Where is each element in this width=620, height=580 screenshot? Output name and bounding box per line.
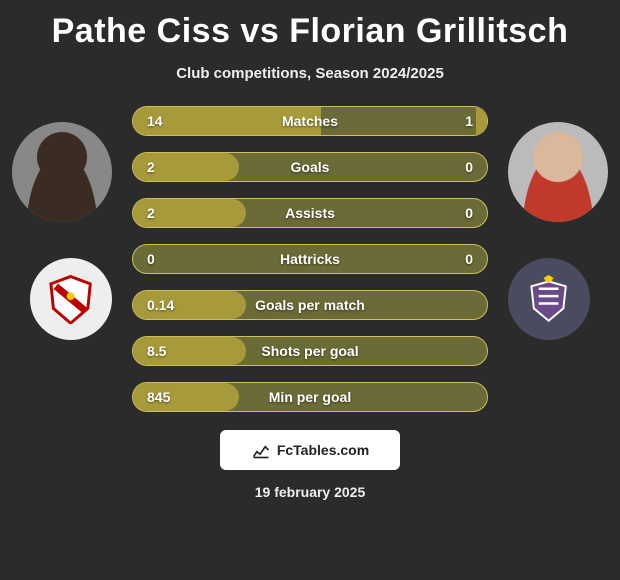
stat-label: Goals	[203, 159, 417, 175]
stat-value-left: 2	[133, 159, 203, 175]
stat-value-left: 845	[133, 389, 203, 405]
page-subtitle: Club competitions, Season 2024/2025	[0, 65, 620, 82]
stat-row: 2Goals0	[132, 152, 488, 182]
stat-value-left: 0	[133, 251, 203, 267]
stat-value-right: 1	[417, 113, 487, 129]
stat-row: 14Matches1	[132, 106, 488, 136]
stats-list: 14Matches12Goals02Assists00Hattricks00.1…	[132, 106, 488, 412]
stat-row: 845Min per goal	[132, 382, 488, 412]
stat-value-left: 14	[133, 113, 203, 129]
stat-value-right: 0	[417, 159, 487, 175]
stat-label: Min per goal	[203, 389, 417, 405]
brand-badge: FcTables.com	[220, 430, 400, 470]
stat-label: Shots per goal	[203, 343, 417, 359]
page-title: Pathe Ciss vs Florian Grillitsch	[0, 0, 620, 51]
stat-row: 0.14Goals per match	[132, 290, 488, 320]
brand-text: FcTables.com	[277, 442, 369, 458]
stat-value-left: 8.5	[133, 343, 203, 359]
stat-label: Assists	[203, 205, 417, 221]
stat-label: Goals per match	[203, 297, 417, 313]
stat-label: Matches	[203, 113, 417, 129]
stat-label: Hattricks	[203, 251, 417, 267]
date-text: 19 february 2025	[0, 484, 620, 500]
stat-value-right: 0	[417, 251, 487, 267]
stat-value-left: 0.14	[133, 297, 203, 313]
stat-row: 2Assists0	[132, 198, 488, 228]
stat-value-left: 2	[133, 205, 203, 221]
chart-icon	[251, 440, 271, 460]
stat-row: 0Hattricks0	[132, 244, 488, 274]
stat-value-right: 0	[417, 205, 487, 221]
stat-row: 8.5Shots per goal	[132, 336, 488, 366]
